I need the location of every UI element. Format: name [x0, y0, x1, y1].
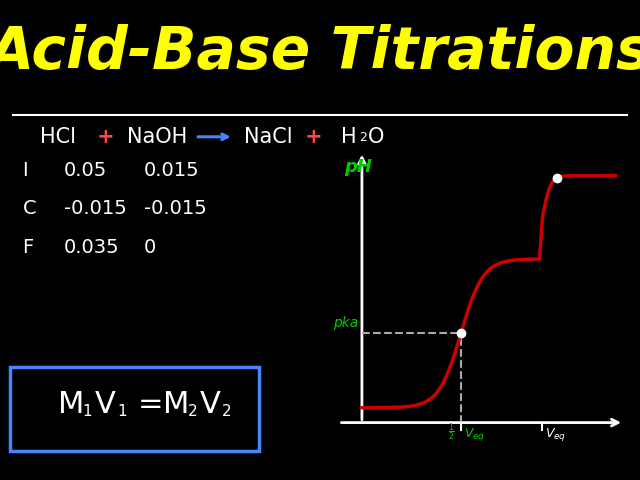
Text: -0.015: -0.015 [64, 199, 127, 218]
Text: $\frac{1}{2}$: $\frac{1}{2}$ [448, 422, 455, 444]
Text: +: + [97, 127, 115, 147]
Text: V: V [95, 390, 116, 419]
Text: +: + [305, 127, 323, 147]
Text: 0: 0 [144, 238, 156, 257]
Text: NaOH: NaOH [127, 127, 187, 147]
Text: I: I [22, 161, 28, 180]
Text: H: H [341, 127, 356, 147]
Text: O: O [368, 127, 385, 147]
Text: 2: 2 [188, 404, 197, 419]
Text: V: V [200, 390, 221, 419]
Text: 0.015: 0.015 [144, 161, 200, 180]
Text: -0.015: -0.015 [144, 199, 207, 218]
FancyBboxPatch shape [10, 367, 259, 451]
Text: HCl: HCl [40, 127, 76, 147]
Text: M: M [58, 390, 84, 419]
Text: M: M [163, 390, 189, 419]
Text: NaCl: NaCl [244, 127, 293, 147]
Text: $\mathit{V_{eq}}$: $\mathit{V_{eq}}$ [464, 426, 485, 444]
Text: 1: 1 [82, 404, 92, 419]
Text: F: F [22, 238, 34, 257]
Text: 2: 2 [360, 131, 367, 144]
Text: 1: 1 [117, 404, 127, 419]
Text: =: = [138, 390, 163, 419]
Text: 0.05: 0.05 [64, 161, 108, 180]
Text: C: C [22, 199, 36, 218]
Text: pka: pka [333, 316, 358, 330]
Text: Acid-Base Titrations: Acid-Base Titrations [0, 24, 640, 81]
Text: pH: pH [344, 158, 372, 176]
Text: $\mathit{V_{eq}}$: $\mathit{V_{eq}}$ [545, 426, 566, 444]
Text: 2: 2 [222, 404, 232, 419]
Text: 0.035: 0.035 [64, 238, 120, 257]
